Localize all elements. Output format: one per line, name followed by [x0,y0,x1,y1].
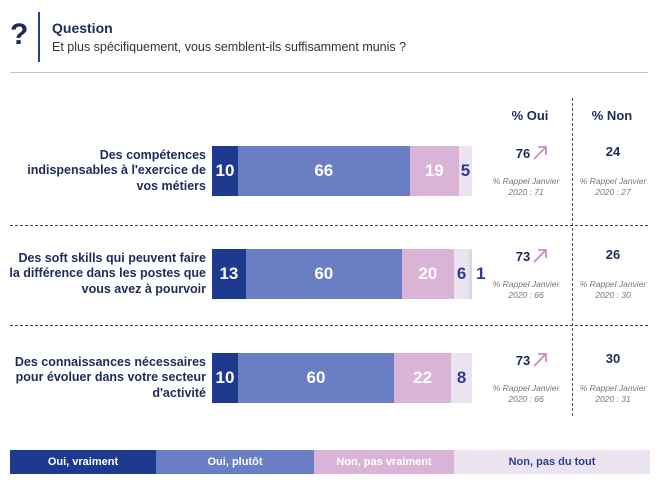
non-total: 24 [605,144,621,159]
non-rappel: % Rappel Janvier 2020 : 27 [579,176,647,197]
oui-total: 73 [515,353,531,368]
header-divider [38,12,40,62]
bar-segment: 1 [469,249,485,299]
non-rappel: % Rappel Janvier 2020 : 30 [579,279,647,300]
question-text: Et plus spécifiquement, vous semblent-il… [52,40,407,54]
bar-value-label: 1 [475,264,486,283]
bar-value-label: 20 [418,264,438,283]
bar-value-label: 13 [219,264,239,283]
legend-item: Oui, vraiment [10,450,156,474]
row-label: Des compétences indispensables à l'exerc… [27,147,206,193]
bar-segment: 60 [245,249,402,299]
trend-up-arrow-icon [533,249,547,263]
row-label: Des connaissances nécessaires pour évolu… [14,354,206,400]
bar-segment: 60 [238,353,394,403]
bar-value-label: 10 [215,368,235,387]
bar-value-label: 60 [306,368,326,387]
bar-segment: 8 [451,353,472,403]
bar-segment: 6 [453,249,470,299]
column-divider [572,98,573,416]
bar-value-label: 5 [460,161,471,180]
non-rappel: % Rappel Janvier 2020 : 31 [579,383,647,404]
row-separator [10,225,648,226]
bar-value-label: 10 [215,161,235,180]
legend-item: Oui, plutôt [156,450,314,474]
bar-value-label: 60 [314,264,334,283]
bar-value-label: 6 [456,264,467,283]
oui-rappel: % Rappel Janvier 2020 : 66 [492,383,560,404]
bar-value-label: 22 [413,368,433,387]
oui-total: 73 [515,249,531,264]
legend-item: Non, pas vraiment [314,450,454,474]
non-total: 26 [605,247,621,262]
col-header-non: % Non [591,108,633,123]
question-mark-icon: ? [10,18,29,51]
oui-rappel: % Rappel Janvier 2020 : 71 [492,176,560,197]
col-header-oui: % Oui [511,108,549,123]
bar-segment: 10 [212,146,238,196]
bar-segment: 5 [459,146,472,196]
bar-value-label: 19 [424,161,444,180]
oui-rappel: % Rappel Janvier 2020 : 66 [492,279,560,300]
bar-segment: 22 [394,353,452,403]
non-total: 30 [605,351,621,366]
row-label: Des soft skills qui peuvent faire la dif… [9,250,206,296]
bar-segment: 10 [212,353,238,403]
bar-segment: 13 [212,249,246,299]
trend-up-arrow-icon [533,146,547,160]
trend-up-arrow-icon [533,353,547,367]
bar-value-label: 8 [456,368,467,387]
bar-value-label: 66 [314,161,334,180]
header-rule [10,72,648,73]
bar-segment: 19 [409,146,459,196]
legend-item: Non, pas du tout [454,450,650,474]
bar-segment: 20 [401,249,454,299]
bar-segment: 66 [238,146,410,196]
row-separator [10,325,648,326]
oui-total: 76 [515,146,531,161]
question-title: Question [52,20,113,36]
